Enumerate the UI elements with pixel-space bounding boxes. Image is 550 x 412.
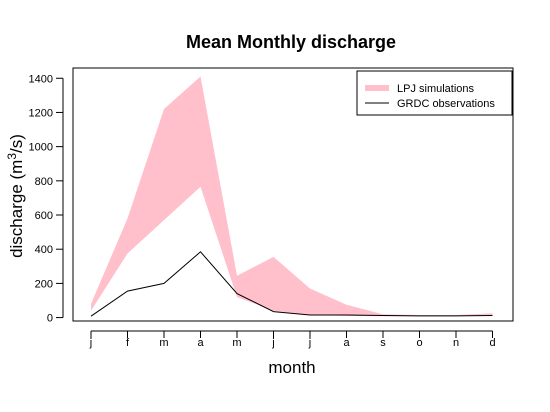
y-tick-label-0: 0 xyxy=(47,313,53,325)
chart-title: Mean Monthly discharge xyxy=(186,32,396,52)
x-tick-label-f-2: f xyxy=(126,337,130,349)
grdc-observation-line-layer xyxy=(90,251,493,317)
y-axis-label-prefix: discharge (m xyxy=(7,160,26,258)
y-tick-label-800: 800 xyxy=(35,176,53,188)
x-axis-label: month xyxy=(268,358,315,377)
x-tick-label-m-3: m xyxy=(159,337,168,349)
legend-label-grdc-observations: GRDC observations xyxy=(397,98,495,110)
y-axis: 0 200 400 600 800 1000 1200 1400 xyxy=(29,73,64,325)
x-tick-label-s-9: s xyxy=(380,337,386,349)
x-tick-label-a-4: a xyxy=(197,337,204,349)
y-axis-label-suffix: /s) xyxy=(7,134,26,153)
x-tick-label-o-10: o xyxy=(416,337,422,349)
lpj-simulation-band xyxy=(91,76,493,317)
legend: LPJ simulations GRDC observations xyxy=(356,70,513,116)
x-tick-label-a-8: a xyxy=(343,337,350,349)
y-tick-label-200: 200 xyxy=(35,278,53,290)
lpj-simulation-band-layer xyxy=(91,76,493,317)
x-tick-label-d-12: d xyxy=(489,337,495,349)
legend-box xyxy=(356,70,513,116)
x-tick-label-j-6: j xyxy=(271,337,274,349)
y-tick-label-600: 600 xyxy=(35,210,53,222)
grdc-observation-line xyxy=(90,251,493,317)
y-tick-label-400: 400 xyxy=(35,244,53,256)
x-tick-label-j-1: j xyxy=(89,337,92,349)
x-tick-label-m-5: m xyxy=(232,337,241,349)
y-tick-label-1200: 1200 xyxy=(29,107,53,119)
y-axis-label-superscript: 3 xyxy=(5,153,19,160)
plot-frame xyxy=(72,67,514,322)
legend-label-lpj-simulations: LPJ simulations xyxy=(397,83,475,95)
y-tick-label-1400: 1400 xyxy=(29,73,53,85)
x-tick-label-n-11: n xyxy=(453,337,459,349)
x-tick-label-j-7: j xyxy=(308,337,311,349)
y-axis-label: discharge (m3/s) xyxy=(5,134,26,258)
y-tick-label-1000: 1000 xyxy=(29,142,53,154)
